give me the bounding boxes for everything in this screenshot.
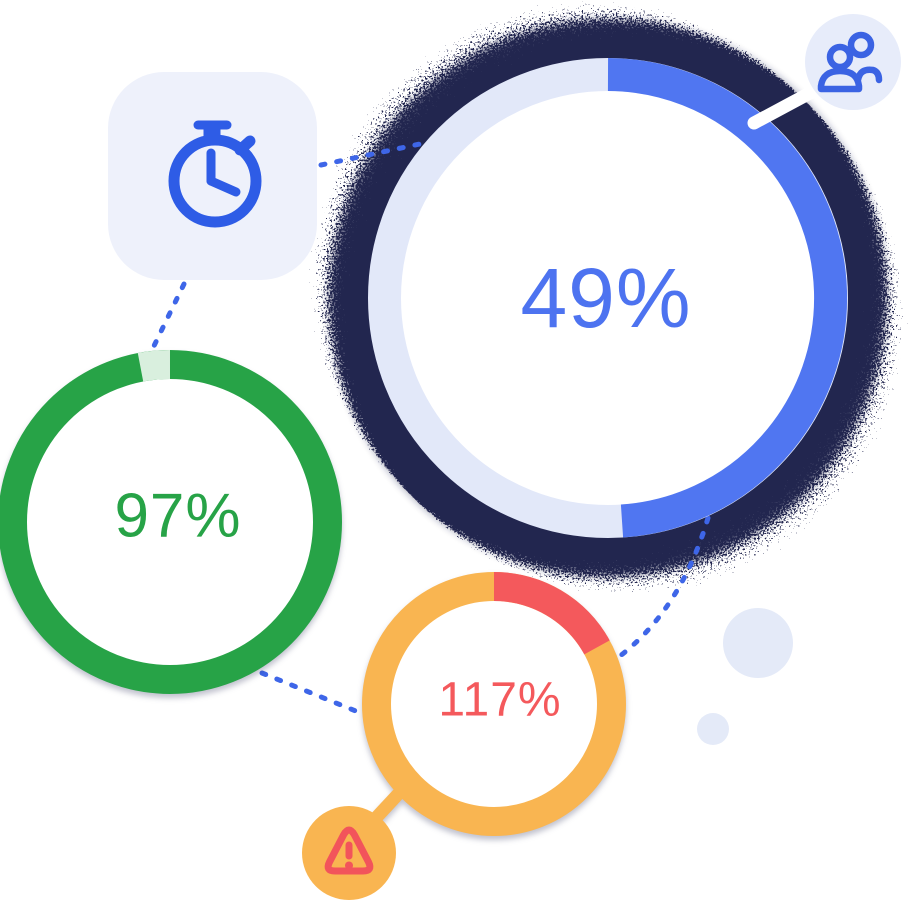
warning-triangle (324, 826, 374, 875)
orange-gauge-value: 117% (438, 674, 561, 727)
stopwatch-icon (168, 120, 262, 228)
connector-card-to-green (149, 281, 187, 353)
stopwatch-body (168, 134, 262, 228)
green-gauge: 97% (0, 350, 342, 694)
people-icon (817, 31, 883, 93)
people-badge (805, 14, 901, 110)
dotted-connectors (149, 138, 711, 719)
decor-bubble-small (697, 713, 729, 745)
connector-green-to-orange (259, 670, 371, 719)
green-gauge-gap-arc (137, 350, 171, 382)
people-front-body (817, 67, 863, 93)
stopwatch-hour-hand (206, 176, 241, 197)
people-back-shoulder (854, 66, 883, 84)
warning-badge (302, 806, 396, 900)
connector-card-to-main (318, 138, 437, 168)
green-gauge-value: 97% (114, 482, 241, 551)
main-gauge-progress-arc (607, 58, 848, 538)
decor-bubble-large (723, 608, 793, 678)
warning-icon (324, 826, 374, 875)
orange-gauge: 117% (362, 572, 626, 836)
main-gauge: 49% (368, 58, 848, 538)
orange-gauge-over-arc (493, 572, 610, 655)
connector-orange-to-warning (368, 784, 408, 826)
people-back-head (847, 31, 875, 59)
warning-exclaim-dot (345, 861, 353, 870)
stopwatch-card (108, 72, 317, 280)
main-gauge-value: 49% (520, 251, 691, 345)
people-badge-bg (805, 14, 901, 110)
people-front-head (826, 43, 854, 71)
